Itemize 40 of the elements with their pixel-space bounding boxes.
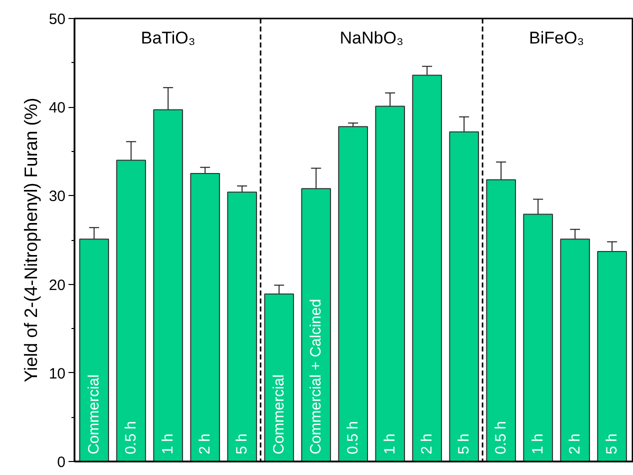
x-tick-label: 2 h	[418, 434, 436, 454]
y-tick-label: 40	[48, 100, 66, 117]
bar	[523, 214, 553, 462]
x-tick-label: Commercial + Calcined	[308, 298, 325, 454]
x-tick-label: 0.5 h	[344, 421, 362, 454]
y-tick-label: 20	[48, 276, 66, 294]
x-tick-label: Commercial	[270, 374, 288, 454]
x-tick-label: 5 h	[234, 434, 251, 454]
bar	[449, 131, 479, 462]
annotation: NaNbO₃	[340, 28, 404, 48]
bar	[153, 109, 184, 462]
x-tick-label: 5 h	[604, 434, 621, 454]
bar	[264, 294, 294, 462]
x-tick-label: 1 h	[382, 434, 399, 454]
bar	[190, 173, 220, 462]
bar	[227, 192, 258, 462]
annotation: BiFeO₃	[529, 28, 584, 48]
bar	[412, 74, 442, 462]
y-axis-title: Yield of 2-(4-Nitrophenyl) Furan (%)	[20, 98, 41, 382]
x-tick-label: 5 h	[456, 434, 473, 454]
annotation: BaTiO₃	[140, 28, 196, 48]
x-tick-label: 0.5 h	[122, 421, 140, 454]
x-tick-label: 1 h	[160, 434, 177, 454]
bar	[486, 179, 516, 462]
x-tick-label: Commercial	[86, 374, 103, 454]
x-tick-label: 2 h	[196, 434, 214, 454]
bar	[375, 106, 405, 462]
bar	[597, 251, 627, 462]
x-tick-label: 1 h	[530, 434, 547, 454]
y-tick-label: 50	[48, 11, 66, 28]
bar	[301, 188, 332, 462]
x-tick-label: 0.5 h	[492, 421, 510, 454]
bar	[338, 126, 368, 462]
bar	[79, 238, 110, 462]
y-tick-label: 10	[48, 365, 66, 382]
x-tick-label: 2 h	[566, 434, 584, 454]
bar	[116, 160, 146, 462]
y-tick-label: 30	[48, 188, 66, 206]
bar	[560, 238, 590, 462]
y-tick-label: 0	[57, 454, 66, 471]
